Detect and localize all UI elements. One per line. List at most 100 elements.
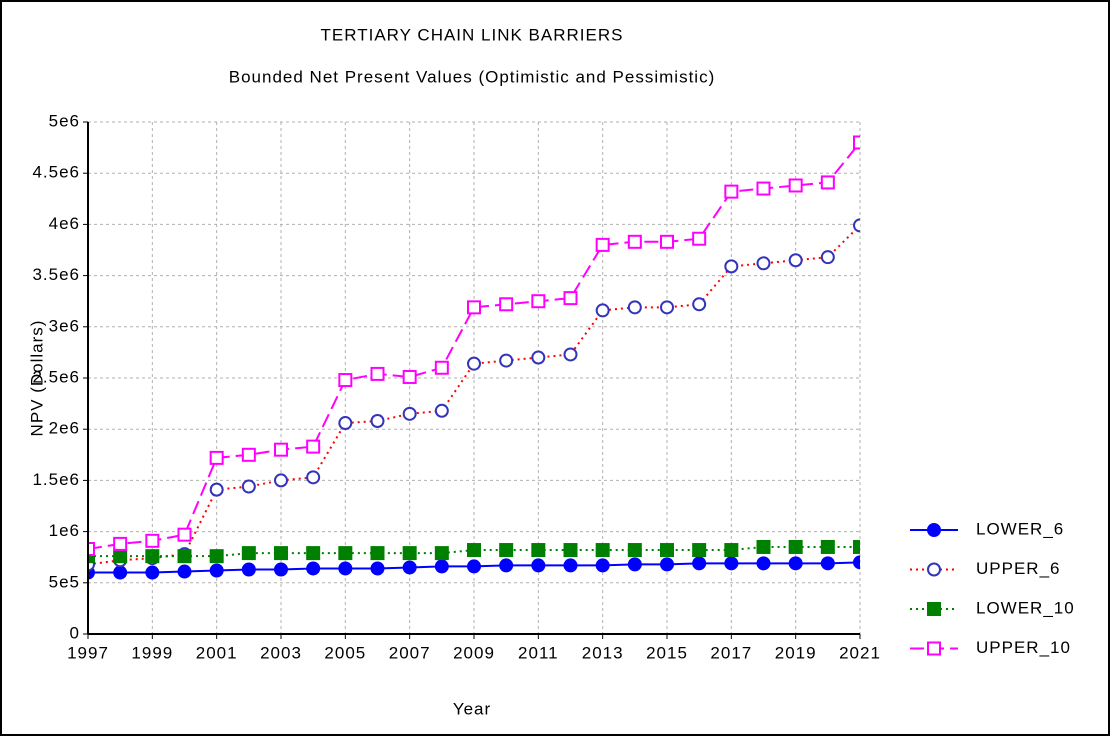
x-axis-label: Year: [453, 699, 491, 718]
marker: [563, 347, 578, 362]
marker: [724, 556, 739, 571]
marker: [306, 439, 321, 454]
marker: [756, 556, 771, 571]
marker: [595, 237, 610, 252]
marker: [820, 175, 835, 190]
marker: [660, 300, 674, 315]
y-tick-label: 3e6: [49, 316, 80, 335]
marker: [692, 556, 707, 571]
marker: [338, 561, 353, 576]
marker: [724, 259, 739, 274]
marker: [756, 181, 771, 196]
x-tick-label: 2013: [582, 643, 624, 662]
marker: [370, 561, 385, 576]
marker: [627, 543, 642, 558]
marker: [338, 416, 353, 431]
chart-title: TERTIARY CHAIN LINK BARRIERS: [321, 25, 624, 44]
marker: [627, 557, 642, 572]
x-tick-label: 2017: [710, 643, 752, 662]
marker: [306, 546, 321, 561]
marker: [370, 366, 385, 381]
legend-label: UPPER_10: [976, 638, 1071, 657]
marker: [595, 303, 610, 318]
marker: [241, 479, 256, 494]
marker: [692, 231, 707, 246]
marker: [853, 218, 860, 233]
marker: [853, 555, 860, 570]
y-tick-label: 1e6: [49, 521, 80, 540]
x-tick-label: 1999: [131, 643, 173, 662]
y-tick-label: 2e6: [49, 419, 80, 438]
legend-label: LOWER_10: [976, 598, 1075, 617]
chart-subtitle: Bounded Net Present Values (Optimistic a…: [229, 67, 715, 86]
marker: [177, 564, 192, 579]
marker: [499, 558, 514, 573]
marker: [145, 533, 160, 548]
y-tick-label: 3.5e6: [32, 265, 80, 284]
marker: [241, 447, 256, 462]
marker: [660, 543, 674, 558]
marker: [209, 482, 224, 497]
marker: [531, 350, 546, 365]
marker: [177, 549, 192, 564]
marker: [724, 184, 739, 199]
marker: [113, 536, 128, 551]
marker: [338, 546, 353, 561]
marker: [563, 558, 578, 573]
y-tick-label: 5e6: [49, 111, 80, 130]
x-tick-label: 2019: [775, 643, 817, 662]
x-tick-label: 2009: [453, 643, 495, 662]
legend: LOWER_6 UPPER_6 LOWER_10 UPPER_10: [910, 519, 1075, 657]
marker: [788, 253, 803, 268]
marker: [692, 543, 707, 558]
marker: [145, 565, 160, 580]
marker: [88, 542, 95, 557]
y-tick-label: 4e6: [49, 214, 80, 233]
marker: [402, 546, 417, 561]
marker: [499, 353, 514, 368]
marker: [88, 549, 95, 564]
legend-label: UPPER_6: [976, 559, 1060, 578]
marker: [370, 414, 385, 429]
x-tick-label: 2021: [839, 643, 881, 662]
marker: [627, 300, 642, 315]
x-tick-label: 2005: [324, 643, 366, 662]
marker: [434, 403, 449, 418]
y-tick-label: 1.5e6: [32, 470, 80, 489]
marker: [820, 539, 835, 554]
marker: [467, 543, 481, 558]
x-tick-label: 2015: [646, 643, 688, 662]
marker: [145, 549, 160, 564]
marker: [853, 135, 860, 150]
marker: [402, 560, 417, 575]
marker: [370, 546, 385, 561]
marker: [274, 562, 288, 577]
marker: [531, 543, 546, 558]
marker: [467, 356, 481, 371]
marker: [927, 523, 941, 537]
marker: [724, 543, 739, 558]
marker: [499, 297, 514, 312]
x-tick-label: 1997: [67, 643, 109, 662]
marker: [434, 546, 449, 561]
marker: [927, 562, 941, 577]
x-tick-label: 2003: [260, 643, 302, 662]
marker: [499, 543, 514, 558]
marker: [692, 297, 707, 312]
y-axis-label: NPV (Dollars): [27, 320, 46, 437]
marker: [434, 559, 449, 574]
y-tick-label: 4.5e6: [32, 163, 80, 182]
marker: [595, 558, 610, 573]
marker: [788, 539, 803, 554]
marker: [627, 234, 642, 249]
y-tick-label: 0: [70, 623, 80, 642]
marker: [531, 294, 546, 309]
y-tick-label: 5e5: [49, 572, 80, 591]
x-tick-label: 2011: [518, 643, 559, 662]
marker: [209, 549, 224, 564]
marker: [595, 543, 610, 558]
marker: [402, 406, 417, 421]
plot-area: [88, 135, 860, 580]
y-tick-label: 2.5e6: [32, 367, 80, 386]
marker: [434, 360, 449, 375]
